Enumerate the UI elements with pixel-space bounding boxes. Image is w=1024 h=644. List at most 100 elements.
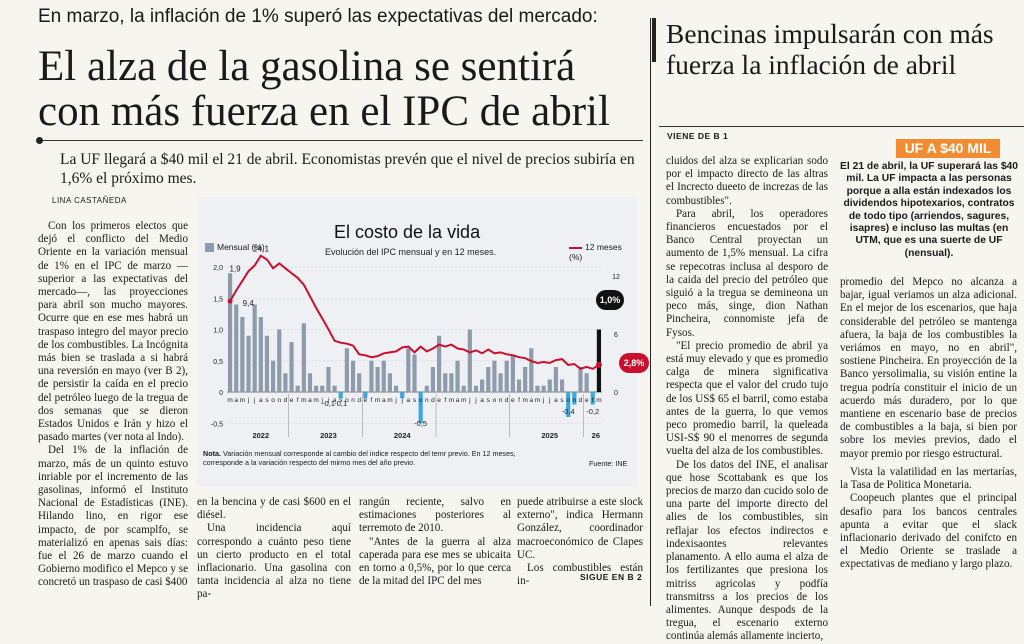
bar (412, 354, 417, 392)
x-tick-label: n (277, 397, 281, 404)
bar (559, 379, 565, 392)
year-label: 2022 (252, 431, 269, 440)
x-tick-label: f (297, 397, 299, 404)
legend-monthly: Mensual (%) (205, 242, 265, 253)
note-text: Variación mensual corresponde al cambio … (203, 449, 516, 467)
paragraph: rangún reciente, salvo en estimaciones p… (359, 496, 511, 535)
year-label: 2025 (541, 431, 558, 440)
bar (338, 392, 343, 399)
bar (578, 367, 583, 392)
paragraph: Coopeuch plantes que el principal desafi… (840, 492, 1017, 571)
bar (350, 360, 356, 392)
x-tick-label: j (548, 397, 550, 404)
paragraph: "El precio promedio de abril ya está muy… (666, 339, 828, 458)
x-tick-label: d (505, 397, 509, 404)
x-tick-label: j (400, 397, 402, 404)
x-tick-label: j (253, 397, 255, 404)
bullet-dot (36, 137, 43, 144)
x-tick-label: d (357, 397, 361, 404)
x-tick-label: m (240, 397, 245, 404)
data-label: -0,1 (334, 399, 347, 408)
column-divider (650, 18, 651, 606)
article-column-7: Vista la valatilidad en las mertarías, l… (840, 466, 1017, 572)
article-column-5: cluidos del alza se explicarian sodo por… (666, 155, 828, 644)
bar (418, 392, 423, 424)
x-tick-label: e (364, 397, 368, 404)
x-tick-label: a (333, 397, 337, 404)
data-label: -0,4 (562, 407, 575, 416)
year-label: 2023 (320, 431, 337, 440)
paragraph: Con los primeros electos que dejó el con… (38, 220, 188, 444)
x-tick-label: n (351, 397, 355, 404)
x-tick-label: m (301, 397, 306, 404)
x-tick-label: m (596, 397, 601, 404)
bar (252, 304, 257, 392)
article-column-3: rangún reciente, salvo en estimaciones p… (359, 496, 511, 588)
bar (596, 329, 602, 392)
y-right-tick-label: 6 (614, 332, 618, 339)
continued-on-label: SIGUE EN B 2 (580, 572, 643, 582)
article-column-1: Con los primeros electos que dejó el con… (38, 220, 188, 590)
y-tick-label: 1,0 (213, 328, 223, 335)
x-tick-label: d (431, 397, 435, 404)
title-bar (652, 18, 656, 62)
data-label: 14,1 (253, 244, 270, 254)
y-tick-label: 2,0 (213, 265, 223, 272)
bar (430, 367, 436, 392)
bar (393, 385, 399, 392)
legend-label: 12 meses (%) (569, 242, 622, 262)
article-column-6: promedio del Mepco no alcanza a bajar, i… (840, 276, 1017, 461)
legend-annual: 12 meses (%) (569, 242, 637, 262)
data-label: -0,1 (322, 399, 335, 408)
paragraph: Para abril, los operadores financieros e… (666, 207, 828, 339)
continued-from-label: VIENE DE B 1 (667, 131, 729, 141)
x-tick-label: f (371, 397, 373, 404)
last-annual-badge: 2,8% (619, 353, 649, 373)
bar (541, 385, 546, 392)
chart-subtitle: Evolución del IPC mensual y en 12 meses. (325, 247, 497, 257)
bar (424, 385, 429, 392)
bar (381, 360, 386, 392)
bar (584, 373, 589, 392)
paragraph: Del 1% de la inflación de marzo, más de … (38, 444, 188, 589)
paragraph: Una incidencia aquí correspondo a cuánto… (197, 522, 351, 601)
x-tick-label: o (493, 397, 497, 404)
headline: El alza de la gasolina se sentirá con má… (38, 43, 610, 135)
bar (320, 385, 325, 392)
y-tick-label: 0 (219, 390, 223, 397)
bar (227, 273, 233, 392)
data-label: 1,9 (230, 264, 242, 273)
right-headline: Bencinas impulsarán con más fuerza la in… (666, 18, 994, 80)
bar (523, 367, 528, 392)
bar (240, 317, 245, 392)
kicker: En marzo, la inflación de 1% superó las … (38, 6, 598, 27)
bar (264, 335, 270, 392)
byline: LINA CASTAÑEDA (52, 196, 127, 205)
x-tick-label: n (499, 397, 503, 404)
bar (529, 348, 534, 392)
bar (510, 354, 515, 392)
x-tick-label: j (394, 397, 396, 404)
y-right-tick-label: 0 (614, 390, 618, 397)
x-tick-label: j (474, 397, 476, 404)
bar (486, 367, 491, 392)
x-tick-label: a (382, 397, 386, 404)
line-series-12-months (229, 254, 600, 370)
divider (38, 140, 643, 141)
bar (332, 385, 337, 392)
legend-label: Mensual (%) (217, 242, 265, 252)
x-tick-label: a (480, 397, 484, 404)
x-tick-label: m (375, 397, 380, 404)
bar (387, 373, 392, 392)
x-tick-label: o (345, 397, 349, 404)
x-tick-label: o (566, 397, 570, 404)
bar (326, 367, 331, 392)
paragraph: Los combustibles están in- (517, 562, 643, 588)
x-tick-label: n (425, 397, 429, 404)
y-tick-label: -0,5 (211, 421, 223, 428)
paragraph: "Antes de la guerra al alza caperada par… (359, 535, 511, 588)
article-column-4: puede atribuirse a este slock externo", … (517, 496, 643, 588)
x-tick-label: a (554, 397, 558, 404)
paragraph: puede atribuirse a este slock externo", … (517, 496, 643, 561)
data-label: -0,2 (586, 407, 599, 416)
